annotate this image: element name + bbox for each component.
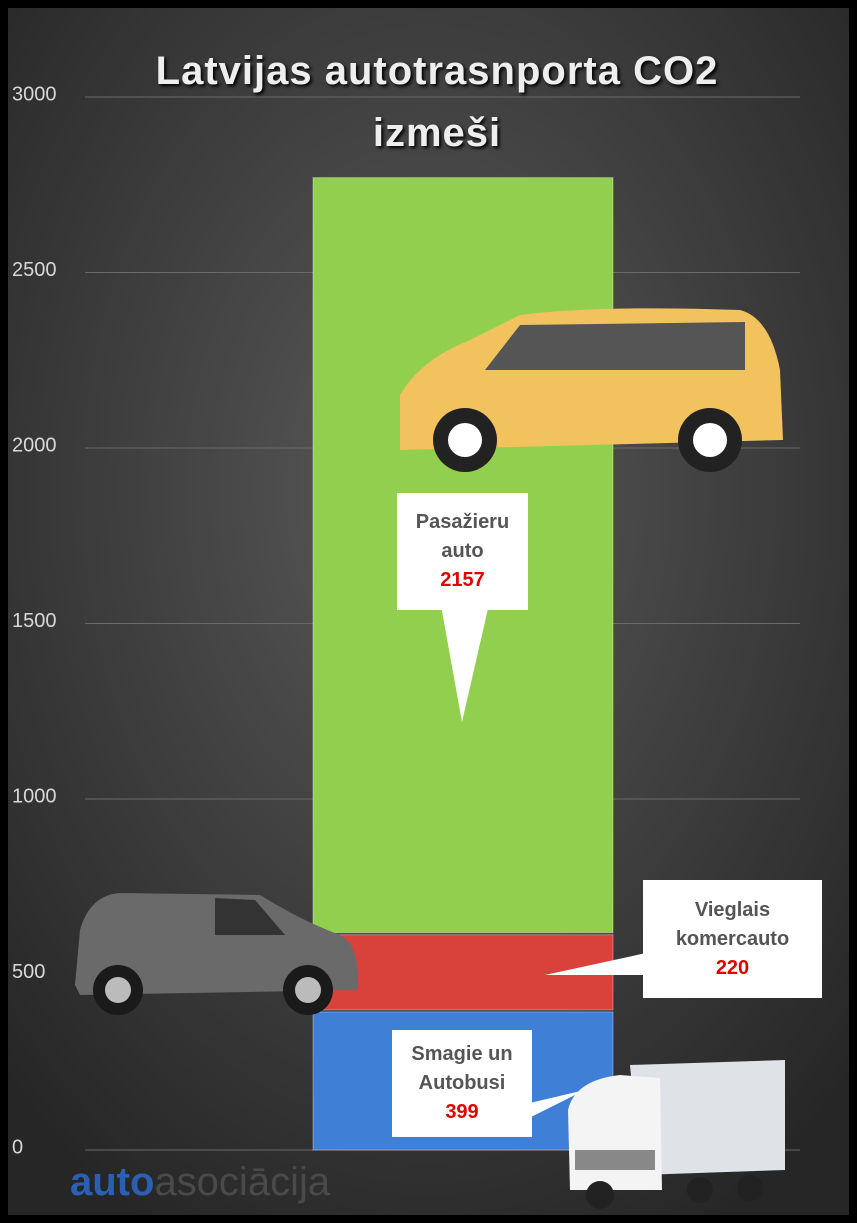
value-label: 399 — [445, 1098, 478, 1127]
value-label: 220 — [716, 954, 749, 983]
y-tick-label: 2000 — [12, 434, 57, 456]
logo-text: asociācija — [154, 1160, 330, 1204]
y-tick-label: 3000 — [12, 83, 57, 105]
series-label: Pasažieru auto — [407, 508, 518, 566]
series-label: Vieglais komercauto — [653, 896, 812, 954]
y-tick-label: 0 — [12, 1136, 23, 1158]
logo: autoasociācija — [70, 1160, 330, 1205]
y-tick-label: 1000 — [12, 785, 57, 807]
value-label: 2157 — [440, 566, 485, 595]
series-label: Smagie un Autobusi — [402, 1040, 522, 1098]
y-tick-label: 2500 — [12, 259, 57, 281]
chart-title: Latvijas autotrasnporta CO2 izmeši — [137, 40, 737, 164]
page: 0 500 1000 1500 2000 2500 3000 Latvijas autotr… — [0, 0, 857, 1223]
y-tick-label: 1500 — [12, 610, 57, 632]
y-tick-label: 500 — [12, 961, 45, 983]
logo-text: auto — [70, 1160, 154, 1204]
